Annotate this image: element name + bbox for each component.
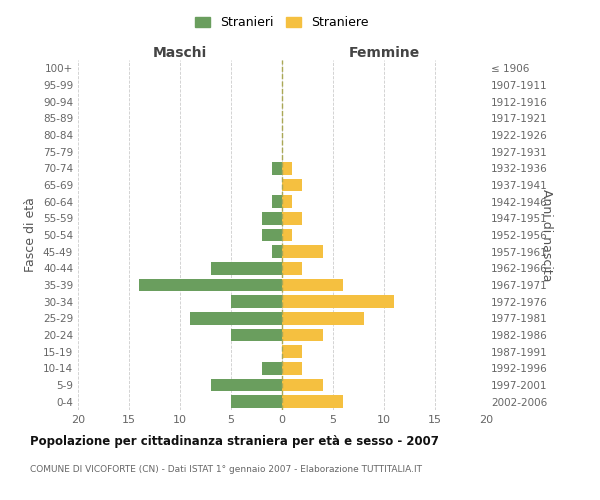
Bar — [282, 312, 364, 324]
Bar — [211, 262, 282, 274]
Y-axis label: Fasce di età: Fasce di età — [25, 198, 37, 272]
Bar — [282, 196, 292, 208]
Bar — [272, 196, 282, 208]
Legend: Stranieri, Straniere: Stranieri, Straniere — [190, 11, 374, 34]
Text: Maschi: Maschi — [153, 46, 207, 60]
Bar — [282, 379, 323, 391]
Text: COMUNE DI VICOFORTE (CN) - Dati ISTAT 1° gennaio 2007 - Elaborazione TUTTITALIA.: COMUNE DI VICOFORTE (CN) - Dati ISTAT 1°… — [30, 465, 422, 474]
Text: Popolazione per cittadinanza straniera per età e sesso - 2007: Popolazione per cittadinanza straniera p… — [30, 435, 439, 448]
Bar — [272, 246, 282, 258]
Bar — [282, 362, 302, 374]
Bar — [231, 329, 282, 341]
Bar — [282, 229, 292, 241]
Bar — [282, 179, 302, 192]
Bar — [231, 296, 282, 308]
Bar — [282, 346, 302, 358]
Bar — [282, 162, 292, 174]
Bar — [282, 212, 302, 224]
Bar — [231, 396, 282, 408]
Y-axis label: Anni di nascita: Anni di nascita — [540, 188, 553, 281]
Bar — [282, 396, 343, 408]
Bar — [139, 279, 282, 291]
Bar — [282, 296, 394, 308]
Bar — [282, 262, 302, 274]
Bar — [262, 362, 282, 374]
Bar — [262, 229, 282, 241]
Bar — [282, 246, 323, 258]
Bar — [262, 212, 282, 224]
Bar — [272, 162, 282, 174]
Bar — [282, 329, 323, 341]
Bar — [190, 312, 282, 324]
Text: Femmine: Femmine — [349, 46, 419, 60]
Bar — [282, 279, 343, 291]
Bar — [211, 379, 282, 391]
